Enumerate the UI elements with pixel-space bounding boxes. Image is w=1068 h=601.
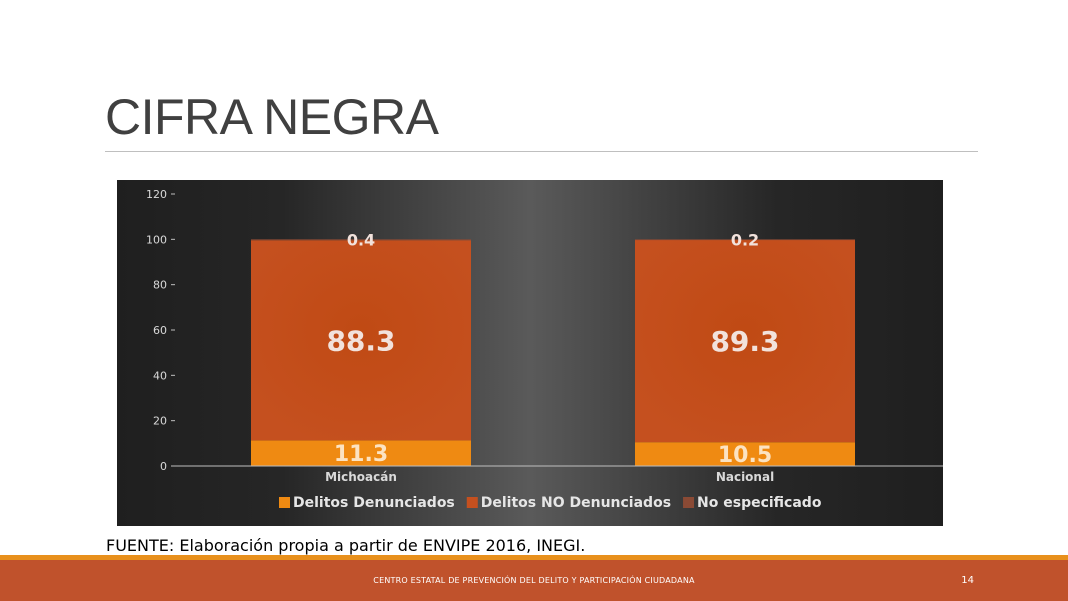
chart-svg: 0 20 40 60 80 100 120 11.3 88.3 0.4 10.5 89.3 0.2 M… bbox=[117, 180, 943, 526]
y-tick-label: 100 bbox=[146, 233, 167, 246]
bar-segment-1 bbox=[635, 442, 855, 466]
data-label: 89.3 bbox=[710, 325, 779, 358]
footer-bar: CENTRO ESTATAL DE PREVENCIÓN DEL DELITO … bbox=[0, 560, 1068, 601]
data-label: 11.3 bbox=[334, 442, 388, 467]
page-number: 14 bbox=[961, 575, 974, 586]
y-tick-label: 120 bbox=[146, 188, 167, 201]
title-divider bbox=[105, 151, 978, 152]
data-label: 0.2 bbox=[731, 230, 759, 249]
bar-segment-2 bbox=[251, 240, 471, 441]
y-tick-label: 0 bbox=[160, 460, 167, 473]
bar-segment-3 bbox=[251, 239, 471, 241]
x-tick-label: Nacional bbox=[716, 470, 774, 484]
bar-segment-2 bbox=[635, 239, 855, 443]
y-tick-label: 60 bbox=[153, 324, 167, 337]
y-tick-label: 20 bbox=[153, 415, 167, 428]
data-label: 88.3 bbox=[326, 324, 395, 357]
legend-label: Delitos Denunciados bbox=[293, 495, 455, 511]
slide-title: CIFRA NEGRA bbox=[105, 89, 439, 145]
legend-swatch bbox=[466, 497, 478, 508]
data-label: 10.5 bbox=[718, 443, 772, 468]
footer-accent-line bbox=[0, 555, 1068, 560]
source-note: FUENTE: Elaboración propia a partir de E… bbox=[106, 536, 586, 555]
x-axis-labels: Michoacán Nacional bbox=[325, 470, 774, 484]
footer-text: CENTRO ESTATAL DE PREVENCIÓN DEL DELITO … bbox=[373, 576, 695, 585]
y-tick-label: 40 bbox=[153, 369, 167, 382]
x-tick-label: Michoacán bbox=[325, 470, 397, 484]
bar-segment-1 bbox=[251, 440, 471, 466]
legend-label: Delitos NO Denunciados bbox=[481, 495, 671, 511]
legend-swatch bbox=[683, 497, 695, 508]
legend: Delitos Denunciados Delitos NO Denunciado… bbox=[279, 495, 822, 511]
legend-swatch bbox=[279, 497, 290, 508]
y-tick-label: 80 bbox=[153, 279, 167, 292]
data-label: 0.4 bbox=[347, 230, 375, 249]
bar-segment-3 bbox=[635, 239, 855, 241]
y-axis: 0 20 40 60 80 100 120 bbox=[146, 188, 175, 473]
bars: 11.3 88.3 0.4 10.5 89.3 0.2 bbox=[251, 230, 855, 468]
stacked-bar-chart: 0 20 40 60 80 100 120 11.3 88.3 0.4 10.5 89.3 0.2 M… bbox=[117, 180, 943, 526]
legend-label: No especificado bbox=[697, 495, 822, 511]
